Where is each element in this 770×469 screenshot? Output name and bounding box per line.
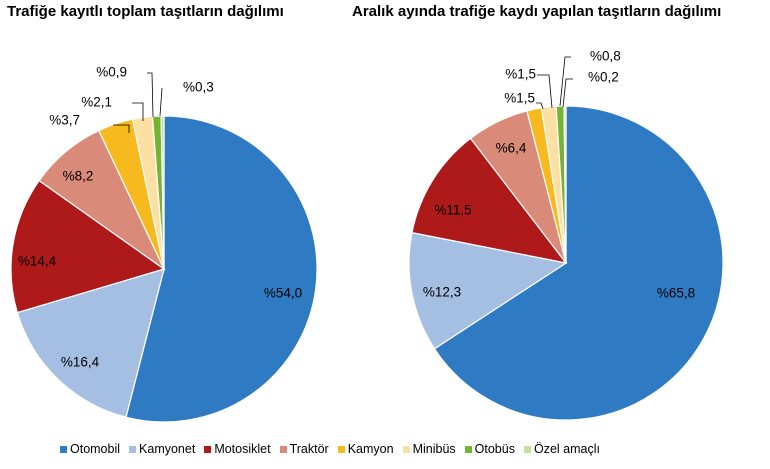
pie-right-slice-kamyonet — [408, 231, 568, 350]
pie-left-label-otomobil: %54,0 — [264, 286, 302, 301]
pie-right-label-kamyon: %1,5 — [504, 91, 535, 106]
pie-left-leader-kamyon — [113, 124, 130, 133]
pie-left-slice-kamyonet — [16, 268, 165, 418]
pie-left-slice-ozel-amacli — [160, 115, 165, 270]
legend-swatch — [60, 445, 67, 453]
legend-swatch — [279, 445, 287, 453]
pie-right-label-otobus: %0,8 — [590, 49, 621, 64]
legend-label: Minibüs — [412, 442, 456, 456]
chart-title-left: Trafiğe kayıtlı toplam taşıtların dağılı… — [7, 3, 284, 20]
pie-left-label-otobus: %0,9 — [96, 65, 127, 80]
legend-swatch — [402, 445, 410, 453]
pie-left-leader-otobus — [147, 72, 154, 118]
pie-right-slice-motosiklet — [411, 137, 568, 264]
legend: Otomobil Kamyonet Motosiklet Traktör Kam… — [60, 439, 720, 459]
legend-label: Otomobil — [70, 442, 121, 456]
legend-item-otobus: Otobüs — [464, 442, 515, 456]
pie-right-slice-ozel-amacli — [563, 105, 567, 264]
pie-left-label-minibus: %2,1 — [81, 95, 112, 110]
pie-right-leader-ozel-amacli — [562, 78, 573, 108]
pie-right-leader-minibus — [537, 74, 553, 109]
pie-right-label-motosiklet: %11,5 — [434, 203, 471, 218]
pie-left-label-kamyon: %3,7 — [49, 113, 80, 128]
legend-label: Kamyon — [347, 442, 394, 456]
legend-swatch — [204, 445, 212, 453]
pie-left-leader-minibus — [132, 102, 144, 121]
legend-item-traktor: Traktör — [279, 442, 329, 456]
legend-item-kamyon: Kamyon — [337, 442, 394, 456]
legend-item-motosiklet: Motosiklet — [204, 442, 271, 456]
legend-swatch — [337, 445, 345, 453]
legend-label: Otobüs — [474, 442, 515, 456]
pie-left-label-motosiklet: %14,4 — [18, 254, 57, 269]
pie-right-leader-otobus — [559, 56, 571, 107]
legend-item-ozel-amacli: Özel amaçlı — [523, 442, 600, 456]
pie-left-label-kamyonet: %16,4 — [61, 355, 100, 370]
legend-label: Traktör — [289, 442, 329, 456]
legend-swatch — [523, 445, 531, 453]
pie-right-label-minibus: %1,5 — [505, 67, 536, 82]
legend-swatch — [129, 445, 137, 453]
pie-left-slice-otomobil — [125, 115, 318, 423]
legend-item-kamyonet: Kamyonet — [129, 442, 195, 456]
legend-swatch — [464, 445, 472, 453]
pie-right-label-kamyonet: %12,3 — [423, 285, 461, 300]
legend-item-minibus: Minibüs — [402, 442, 456, 456]
chart-title-right: Aralık ayında trafiğe kaydı yapılan taşı… — [352, 3, 722, 20]
pie-left-leader-ozel-amacli — [159, 87, 163, 117]
legend-label: Özel amaçlı — [533, 442, 600, 456]
legend-item-otomobil: Otomobil — [60, 442, 120, 456]
pie-right-leader-kamyon — [536, 102, 544, 110]
legend-label: Motosiklet — [214, 442, 271, 456]
legend-label: Kamyonet — [139, 442, 196, 456]
pie-left-slice-motosiklet — [10, 179, 166, 314]
pie-right-label-otomobil: %65,8 — [657, 286, 695, 301]
pie-right-label-ozel-amacli: %0,2 — [588, 70, 619, 85]
pie-left-label-traktor: %8,2 — [63, 169, 94, 184]
pie-left-label-ozel-amacli: %0,3 — [183, 80, 214, 95]
pie-right-label-traktor: %6,4 — [496, 141, 527, 156]
pie-right-slice-otomobil — [433, 105, 724, 421]
